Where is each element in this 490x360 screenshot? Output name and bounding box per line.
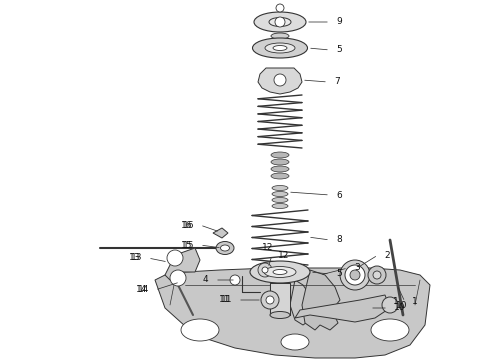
Text: 1: 1 (412, 297, 418, 306)
Ellipse shape (272, 185, 288, 190)
Ellipse shape (272, 203, 288, 208)
Text: 7: 7 (334, 77, 340, 86)
Ellipse shape (264, 266, 296, 278)
Circle shape (382, 297, 398, 313)
Text: 15: 15 (182, 240, 194, 249)
Ellipse shape (368, 266, 386, 284)
Ellipse shape (350, 270, 360, 280)
Ellipse shape (265, 43, 295, 53)
Text: 4: 4 (202, 275, 208, 284)
Ellipse shape (371, 319, 409, 341)
Text: 13: 13 (128, 253, 140, 262)
Text: 5: 5 (336, 270, 342, 279)
Polygon shape (165, 248, 200, 280)
Ellipse shape (345, 265, 365, 285)
Text: 10: 10 (396, 301, 408, 310)
Text: 11: 11 (220, 296, 232, 305)
Ellipse shape (181, 319, 219, 341)
Circle shape (266, 296, 274, 304)
Ellipse shape (340, 260, 370, 290)
Circle shape (276, 4, 284, 12)
Ellipse shape (269, 18, 291, 27)
Text: 6: 6 (336, 190, 342, 199)
Text: 12: 12 (278, 251, 290, 260)
Circle shape (230, 275, 240, 285)
Circle shape (262, 267, 268, 273)
Text: 15: 15 (180, 240, 192, 249)
Ellipse shape (281, 334, 309, 350)
Polygon shape (155, 268, 430, 358)
Ellipse shape (252, 38, 308, 58)
Ellipse shape (273, 270, 287, 274)
Text: 9: 9 (336, 18, 342, 27)
Text: 16: 16 (180, 220, 192, 230)
Circle shape (261, 291, 279, 309)
Text: 1: 1 (393, 297, 399, 306)
Text: 14: 14 (136, 285, 147, 294)
Polygon shape (290, 280, 315, 325)
Polygon shape (213, 228, 228, 238)
Ellipse shape (271, 159, 289, 165)
Ellipse shape (272, 198, 288, 202)
Text: 11: 11 (219, 296, 230, 305)
Ellipse shape (271, 33, 289, 39)
Ellipse shape (216, 242, 234, 255)
Text: 14: 14 (138, 285, 149, 294)
Ellipse shape (220, 245, 229, 251)
Ellipse shape (272, 192, 288, 197)
Ellipse shape (373, 271, 381, 279)
Text: 3: 3 (354, 264, 360, 273)
Polygon shape (258, 68, 302, 94)
Text: 10: 10 (394, 303, 406, 312)
Text: 5: 5 (336, 45, 342, 54)
Circle shape (258, 263, 272, 277)
Circle shape (167, 250, 183, 266)
Circle shape (274, 74, 286, 86)
Text: 2: 2 (384, 251, 390, 260)
Circle shape (275, 17, 285, 27)
Ellipse shape (271, 152, 289, 158)
Text: 12: 12 (262, 243, 274, 252)
Ellipse shape (250, 261, 310, 283)
Polygon shape (295, 295, 390, 322)
Ellipse shape (271, 173, 289, 179)
Polygon shape (302, 270, 340, 330)
Text: 13: 13 (130, 253, 142, 262)
Ellipse shape (254, 12, 306, 32)
Text: 16: 16 (182, 220, 194, 230)
Polygon shape (270, 283, 290, 315)
Ellipse shape (273, 45, 287, 50)
Circle shape (170, 270, 186, 286)
Ellipse shape (271, 166, 289, 172)
Ellipse shape (270, 311, 290, 319)
Text: 8: 8 (336, 235, 342, 244)
